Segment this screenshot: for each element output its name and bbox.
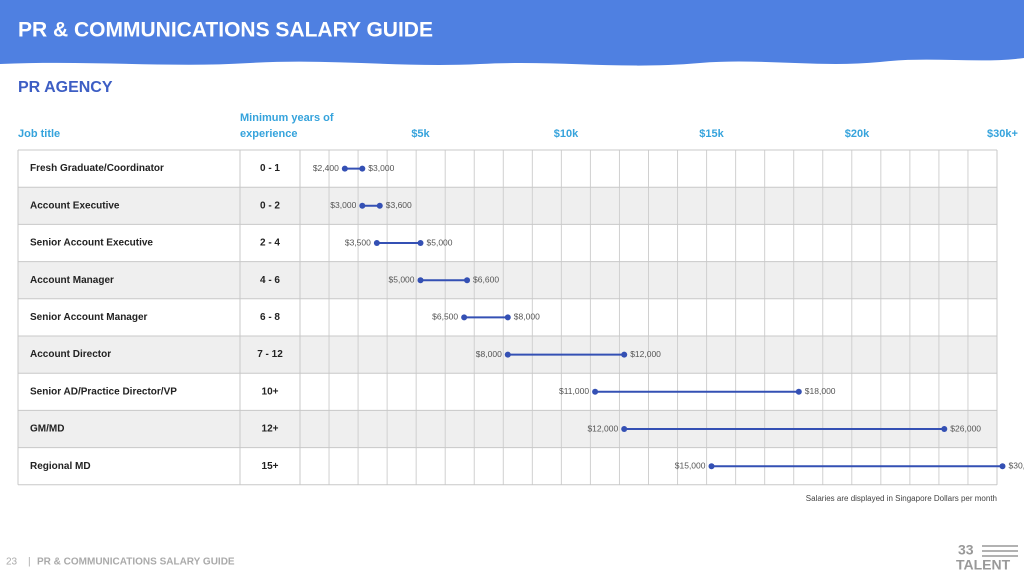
x-tick-label: $15k <box>699 128 724 140</box>
years: 4 - 6 <box>260 275 280 286</box>
range-high <box>359 165 366 172</box>
job-title: Account Director <box>30 349 111 360</box>
column-header: Minimum years of experience <box>240 112 334 140</box>
job-title: GM/MD <box>30 424 64 435</box>
x-tick-label: $30k+ <box>987 128 1018 140</box>
range-high <box>999 463 1006 470</box>
x-tick-label: $10k <box>554 128 579 140</box>
job-title: Senior Account Manager <box>30 312 148 323</box>
value-label: $12,000 <box>630 349 661 359</box>
range-low <box>621 426 628 432</box>
job-title: Account Manager <box>30 275 114 286</box>
years: 0 - 2 <box>260 200 280 211</box>
section-title: PR AGENCY <box>18 79 113 96</box>
x-tick-label: $20k <box>845 128 870 140</box>
value-label: $26,000 <box>950 423 981 433</box>
range-high <box>417 240 424 246</box>
job-title: Senior Account Executive <box>30 238 153 249</box>
years: 0 - 1 <box>260 163 280 174</box>
row-background <box>18 224 997 262</box>
value-label: $30,000 <box>1009 460 1024 470</box>
footer-text: PR & COMMUNICATIONS SALARY GUIDE <box>37 557 235 568</box>
range-high <box>795 388 802 395</box>
banner <box>0 0 1024 66</box>
value-label: $11,000 <box>559 386 589 396</box>
value-label: $3,000 <box>368 163 394 173</box>
job-title: Senior AD/Practice Director/VP <box>30 386 177 397</box>
range-high <box>376 202 383 209</box>
range-high <box>504 314 511 321</box>
range-low <box>373 240 380 246</box>
value-label: $15,000 <box>675 460 706 470</box>
years: 15+ <box>262 461 279 472</box>
logo-number: 33 <box>958 542 974 558</box>
value-label: $5,000 <box>427 237 453 247</box>
value-label: $3,000 <box>330 200 356 210</box>
range-low <box>592 388 599 395</box>
value-label: $2,400 <box>313 163 339 173</box>
range-low <box>359 202 366 209</box>
range-low <box>461 314 468 321</box>
range-high <box>621 351 628 358</box>
range-high <box>941 426 948 432</box>
range-low <box>417 277 424 284</box>
value-label: $3,500 <box>345 237 371 247</box>
value-label: $8,000 <box>514 312 540 322</box>
years: 6 - 8 <box>260 312 280 323</box>
job-title: Regional MD <box>30 461 91 472</box>
value-label: $5,000 <box>389 274 415 284</box>
years: 10+ <box>262 386 279 397</box>
job-title: Fresh Graduate/Coordinator <box>30 163 164 174</box>
years: 12+ <box>262 424 279 435</box>
range-high <box>464 277 471 284</box>
note: Salaries are displayed in Singapore Doll… <box>806 494 997 503</box>
separator: | <box>28 557 31 568</box>
page-title: PR & COMMUNICATIONS SALARY GUIDE <box>18 19 433 42</box>
x-tick-label: $5k <box>411 128 430 140</box>
job-title: Account Executive <box>30 200 120 211</box>
range-low <box>708 463 715 470</box>
value-label: $6,600 <box>473 274 499 284</box>
value-label: $6,500 <box>432 312 458 322</box>
value-label: $18,000 <box>805 386 836 396</box>
range-low <box>504 351 511 358</box>
page-number: 23 <box>6 557 18 568</box>
column-header: Job title <box>18 128 60 140</box>
years: 2 - 4 <box>260 238 280 249</box>
row-background <box>18 373 997 411</box>
row-background <box>18 150 997 188</box>
range-low <box>341 165 348 172</box>
logo-text: TALENT <box>956 557 1011 573</box>
row-background <box>18 187 997 225</box>
value-label: $12,000 <box>587 423 618 433</box>
value-label: $3,600 <box>386 200 412 210</box>
logo-lines <box>982 545 1018 557</box>
value-label: $8,000 <box>476 349 502 359</box>
years: 7 - 12 <box>257 349 283 360</box>
row-background <box>18 261 997 299</box>
